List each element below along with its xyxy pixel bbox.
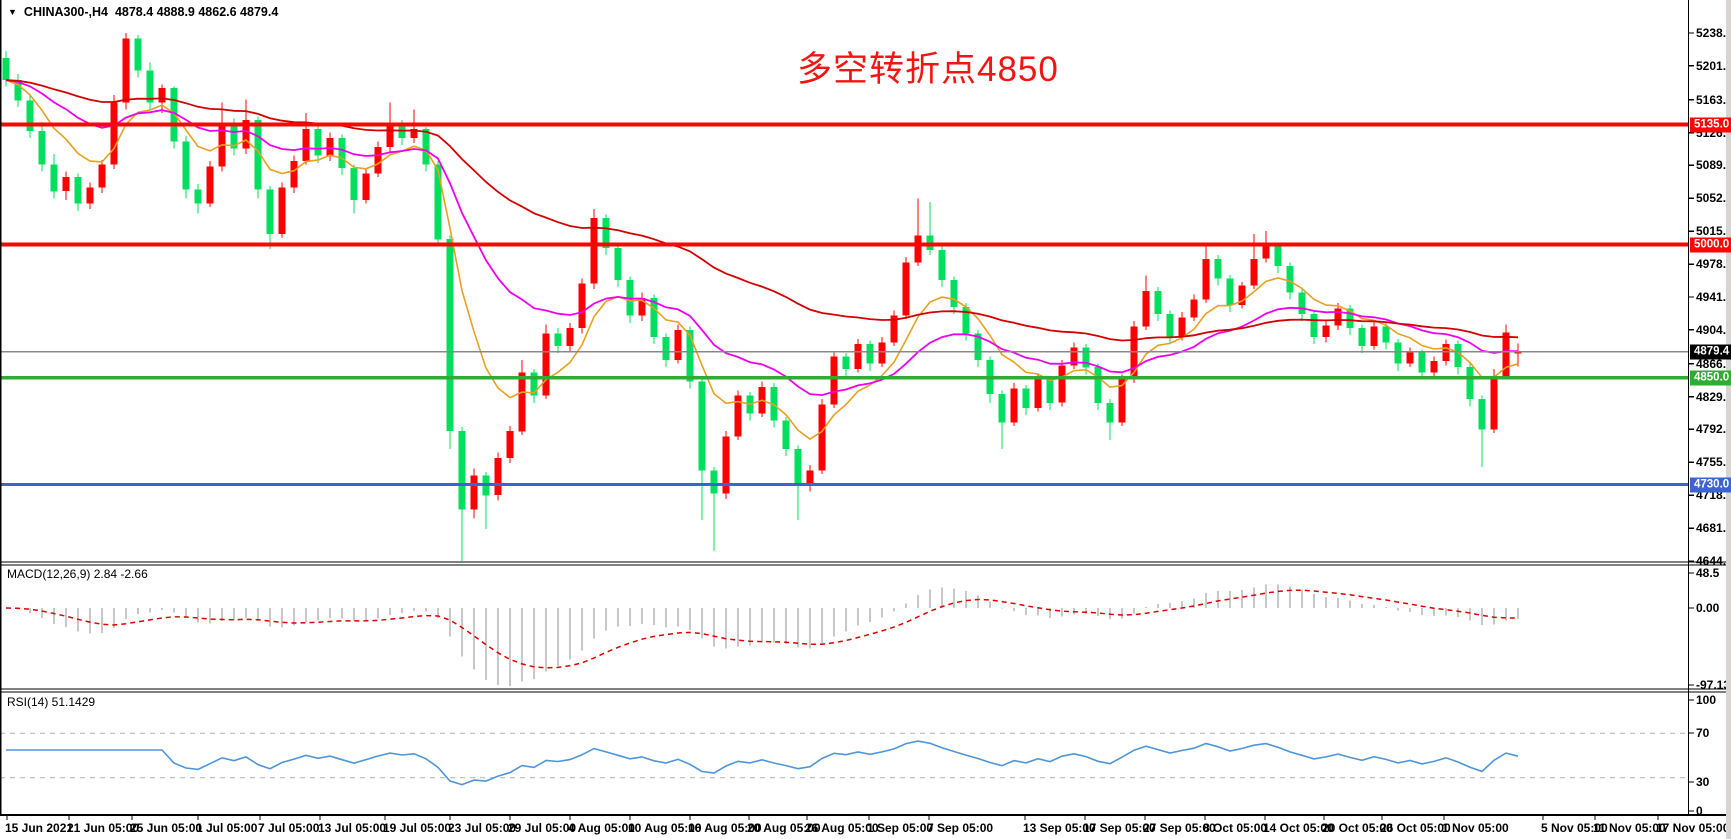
chart-annotation-text: 多空转折点4850 — [797, 50, 1059, 89]
time-axis-label: 8 Oct 05:00 — [1203, 821, 1268, 835]
time-axis-label: 7 Jul 05:00 — [258, 821, 320, 835]
time-axis-label: 19 Jul 05:00 — [383, 821, 452, 835]
price-axis-tick: 4941.0 — [1696, 290, 1731, 304]
time-axis-label: 1 Nov 05:00 — [1442, 821, 1509, 835]
time-axis-label: 13 Sep 05:00 — [1023, 821, 1096, 835]
time-axis-label: 7 Sep 05:00 — [927, 821, 994, 835]
time-axis-label: 16 Aug 05:00 — [688, 821, 762, 835]
time-axis-label: 20 Oct 05:00 — [1322, 821, 1393, 835]
price-axis-tick: 4978.0 — [1696, 257, 1731, 271]
symbol-name: CHINA300-,H4 — [23, 5, 108, 19]
indicator-axis-tick: -97.13 — [1696, 678, 1731, 692]
time-axis-label: 10 Aug 05:00 — [628, 821, 702, 835]
indicator-axis-tick: 100 — [1696, 693, 1717, 707]
price-axis-tick: 4792.0 — [1696, 422, 1731, 436]
price-level-tag-5000.0: 5000.0 — [1690, 237, 1731, 253]
time-axis-label: 5 Nov 05:00 — [1541, 821, 1608, 835]
price-axis-tick: 4904.0 — [1696, 323, 1731, 337]
time-axis-label: 14 Oct 05:00 — [1263, 821, 1334, 835]
symbol-info-line: ▼ CHINA300-,H4 4878.4 4888.9 4862.6 4879.… — [8, 5, 278, 19]
time-axis-label: 26 Aug 05:00 — [805, 821, 879, 835]
time-axis-label: 26 Oct 05:00 — [1380, 821, 1451, 835]
price-axis-tick: 4681.0 — [1696, 521, 1731, 535]
current-price-tag: 4879.4 — [1690, 344, 1731, 360]
ohlc-values: 4878.4 4888.9 4862.6 4879.4 — [114, 5, 279, 19]
time-axis-label: 25 Jun 05:00 — [130, 821, 203, 835]
time-axis-label: 17 Sep 05:00 — [1083, 821, 1156, 835]
time-axis-label: 15 Jun 2021 — [5, 821, 74, 835]
dropdown-triangle-icon: ▼ — [8, 7, 17, 17]
price-axis-tick: 5089.0 — [1696, 158, 1731, 172]
price-axis-tick: 5238.0 — [1696, 26, 1731, 40]
time-axis-label: 13 Jul 05:00 — [318, 821, 387, 835]
price-axis-tick: 4644.0 — [1696, 554, 1731, 568]
time-axis-label: 27 Sep 05:00 — [1143, 821, 1216, 835]
time-axis-label: 17 Nov 05:00 — [1656, 821, 1730, 835]
price-axis-tick: 5201.0 — [1696, 59, 1731, 73]
indicator-axis-tick: 48.5 — [1696, 566, 1720, 580]
indicator-axis-tick: 0.00 — [1696, 601, 1720, 615]
macd-indicator-label: MACD(12,26,9) 2.84 -2.66 — [7, 567, 148, 581]
price-level-tag-4850.0: 4850.0 — [1690, 370, 1731, 386]
time-axis-label: 4 Aug 05:00 — [568, 821, 635, 835]
price-axis-tick: 4755.0 — [1696, 455, 1731, 469]
price-axis-tick: 5163.0 — [1696, 93, 1731, 107]
time-axis-label: 1 Jul 05:00 — [196, 821, 258, 835]
time-axis-label: 23 Jul 05:00 — [448, 821, 517, 835]
window-edge-strip — [1726, 0, 1731, 839]
price-level-tag-5135.0: 5135.0 — [1690, 117, 1731, 133]
time-axis-label: 20 Aug 05:00 — [747, 821, 821, 835]
time-axis-label: 1 Sep 05:00 — [867, 821, 934, 835]
indicator-axis-tick: 30 — [1696, 775, 1710, 789]
price-axis-tick: 5052.0 — [1696, 191, 1731, 205]
time-axis-label: 21 Jun 05:00 — [67, 821, 140, 835]
rsi-indicator-label: RSI(14) 51.1429 — [7, 695, 96, 709]
indicator-axis-tick: 70 — [1696, 726, 1710, 740]
time-axis-label: 11 Nov 05:00 — [1593, 821, 1666, 835]
indicator-axis-tick: 0 — [1696, 804, 1703, 818]
price-axis-tick: 4866.0 — [1696, 357, 1731, 371]
price-axis-tick: 5015.0 — [1696, 224, 1731, 238]
price-level-tag-4730.0: 4730.0 — [1690, 477, 1731, 493]
price-axis-tick: 4829.0 — [1696, 390, 1731, 404]
time-axis-label: 29 Jul 05:00 — [508, 821, 577, 835]
